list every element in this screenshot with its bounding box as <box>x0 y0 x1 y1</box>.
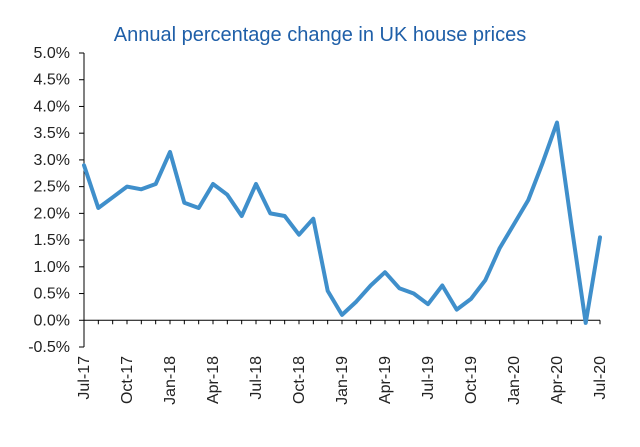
y-tick-label: 0.0% <box>34 312 70 329</box>
y-tick-label: 0.5% <box>34 286 70 303</box>
x-tick-label: Apr-20 <box>549 356 566 404</box>
x-tick-label: Apr-19 <box>377 356 394 404</box>
x-tick-label: Oct-18 <box>291 356 308 404</box>
x-tick-label: Jan-20 <box>506 356 523 405</box>
x-tick-label: Apr-18 <box>205 356 222 404</box>
y-tick-label: 3.0% <box>34 152 70 169</box>
y-tick-label: 4.5% <box>34 72 70 89</box>
series-line-annual-change <box>82 120 602 325</box>
y-tick-label: -0.5% <box>28 339 70 356</box>
x-tick-label: Oct-17 <box>119 356 136 404</box>
x-tick-label: Jan-18 <box>162 356 179 405</box>
y-tick-label: 2.0% <box>34 205 70 222</box>
x-tick-label: Jul-18 <box>248 356 265 400</box>
y-tick-label: 2.5% <box>34 179 70 196</box>
y-tick-label: 3.5% <box>34 125 70 142</box>
y-tick-label: 4.0% <box>34 98 70 115</box>
y-tick-label: 5.0% <box>34 45 70 62</box>
x-tick-label: Jul-17 <box>76 356 93 400</box>
x-tick-label: Jul-20 <box>592 356 609 400</box>
y-tick-label: 1.5% <box>34 232 70 249</box>
x-tick-label: Jan-19 <box>334 356 351 405</box>
x-tick-label: Jul-19 <box>420 356 437 400</box>
x-tick-label: Oct-19 <box>463 356 480 404</box>
y-tick-label: 1.0% <box>34 259 70 276</box>
chart-title: Annual percentage change in UK house pri… <box>113 24 527 46</box>
